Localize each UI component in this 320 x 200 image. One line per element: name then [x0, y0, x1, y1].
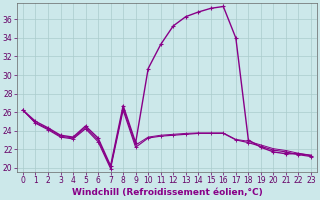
X-axis label: Windchill (Refroidissement éolien,°C): Windchill (Refroidissement éolien,°C) [72, 188, 262, 197]
